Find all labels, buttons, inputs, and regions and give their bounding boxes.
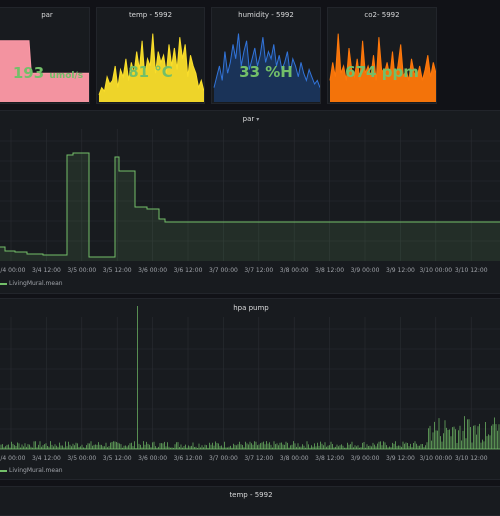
x-tick-label: 3/6 00:00 [138,455,167,462]
legend-swatch [0,469,7,472]
stat-title-temp: temp - 5992 [128,11,173,19]
x-tick-label: 3/4 12:00 [32,455,61,462]
x-tick-label: 3/8 12:00 [315,455,344,462]
stat-title-humidity: humidity - 5992 [238,11,294,19]
sparkline-line [0,40,89,74]
chevron-down-icon: ▾ [256,116,260,123]
stat-value-co2: 674 ppm [345,63,419,81]
x-tick-label: 3/5 00:00 [67,267,96,274]
stat-sparkline-temp [98,33,204,102]
series-line [0,152,500,258]
graph-panel-hpa-pump[interactable]: hpa pump 3/4 00:00 3/4 12:00 3/5 00:00 3/5 … [0,298,500,480]
x-tick-label: 3/7 12:00 [244,267,273,274]
sparkline-line [213,33,320,88]
stat-panel-temp[interactable]: temp - 5992 81 °C [96,7,205,104]
sparkline-fill [0,40,89,102]
stat-value-humidity: 33 %H [239,63,293,81]
stat-sparkline-co2 [329,33,436,102]
x-tick-label: 3/10 00:00 [419,267,452,274]
x-tick-label: 3/10 00:00 [419,455,452,462]
stat-panel-humidity[interactable]: humidity - 5992 33 %H [211,7,321,104]
x-tick-label: 3/8 00:00 [280,267,309,274]
x-tick-label: 3/6 12:00 [174,267,203,274]
x-tick-label: 3/5 12:00 [103,267,132,274]
legend-swatch [0,282,7,285]
graph-title-temp[interactable]: temp - 5992 [229,491,273,499]
x-tick-label: 3/10 12:00 [455,267,488,274]
x-tick-label: 3/5 12:00 [103,455,132,462]
x-tick-label: 3/4 00:00 [0,267,26,274]
series-area [0,153,500,261]
stat-panel-par[interactable]: par 193 umol/s [0,7,90,104]
series-bars [0,306,500,449]
sparkline-fill [330,33,436,102]
stat-sparkline-par [0,40,89,102]
sparkline-fill [99,33,204,102]
graph-panel-temp[interactable]: temp - 5992 [0,486,500,516]
graph-plot-par: 3/4 00:00 3/4 12:00 3/5 00:00 3/5 12:00 3/6 … [0,129,500,274]
x-tick-label: 3/6 12:00 [174,455,203,462]
x-tick-label: 3/4 12:00 [32,267,61,274]
x-tick-label: 3/9 00:00 [351,455,380,462]
stat-value-temp: 81 °C [128,63,173,81]
x-tick-label: 3/9 12:00 [386,267,415,274]
graph-panel-par[interactable]: par▾ 3/4 00:00 3/4 12:00 3/5 00:00 3/5 12:0… [0,110,500,294]
graph-title-hpa-pump[interactable]: hpa pump [233,304,269,312]
graph-title-par[interactable]: par ▾ [242,115,260,123]
sparkline-line [98,33,204,95]
stat-sparkline-humidity [213,33,320,102]
stat-panel-co2[interactable]: co2- 5992 674 ppm [327,7,437,104]
x-tick-label: 3/9 00:00 [351,267,380,274]
x-tick-label: 3/4 00:00 [0,455,26,462]
x-tick-label: 3/7 00:00 [209,455,238,462]
graph-legend-hpa-pump[interactable]: LivingMural.mean [0,467,63,474]
graph-legend-par[interactable]: LivingMural.mean [0,280,63,287]
stat-title-co2: co2- 5992 [364,11,400,19]
stat-value-par: 193 umol/s [12,64,84,82]
sparkline-line [329,33,436,81]
x-tick-label: 3/6 00:00 [138,267,167,274]
sparkline-fill [214,33,320,102]
x-tick-label: 3/9 12:00 [386,455,415,462]
x-tick-label: 3/8 12:00 [315,267,344,274]
graph-plot-hpa-pump: 3/4 00:00 3/4 12:00 3/5 00:00 3/5 12:00 3/6 … [0,306,500,462]
x-tick-label: 3/7 00:00 [209,267,238,274]
x-tick-label: 3/5 00:00 [67,455,96,462]
x-tick-label: 3/8 00:00 [280,455,309,462]
x-tick-label: 3/10 12:00 [455,455,488,462]
x-tick-label: 3/7 12:00 [244,455,273,462]
stat-title-par: par [41,11,53,19]
